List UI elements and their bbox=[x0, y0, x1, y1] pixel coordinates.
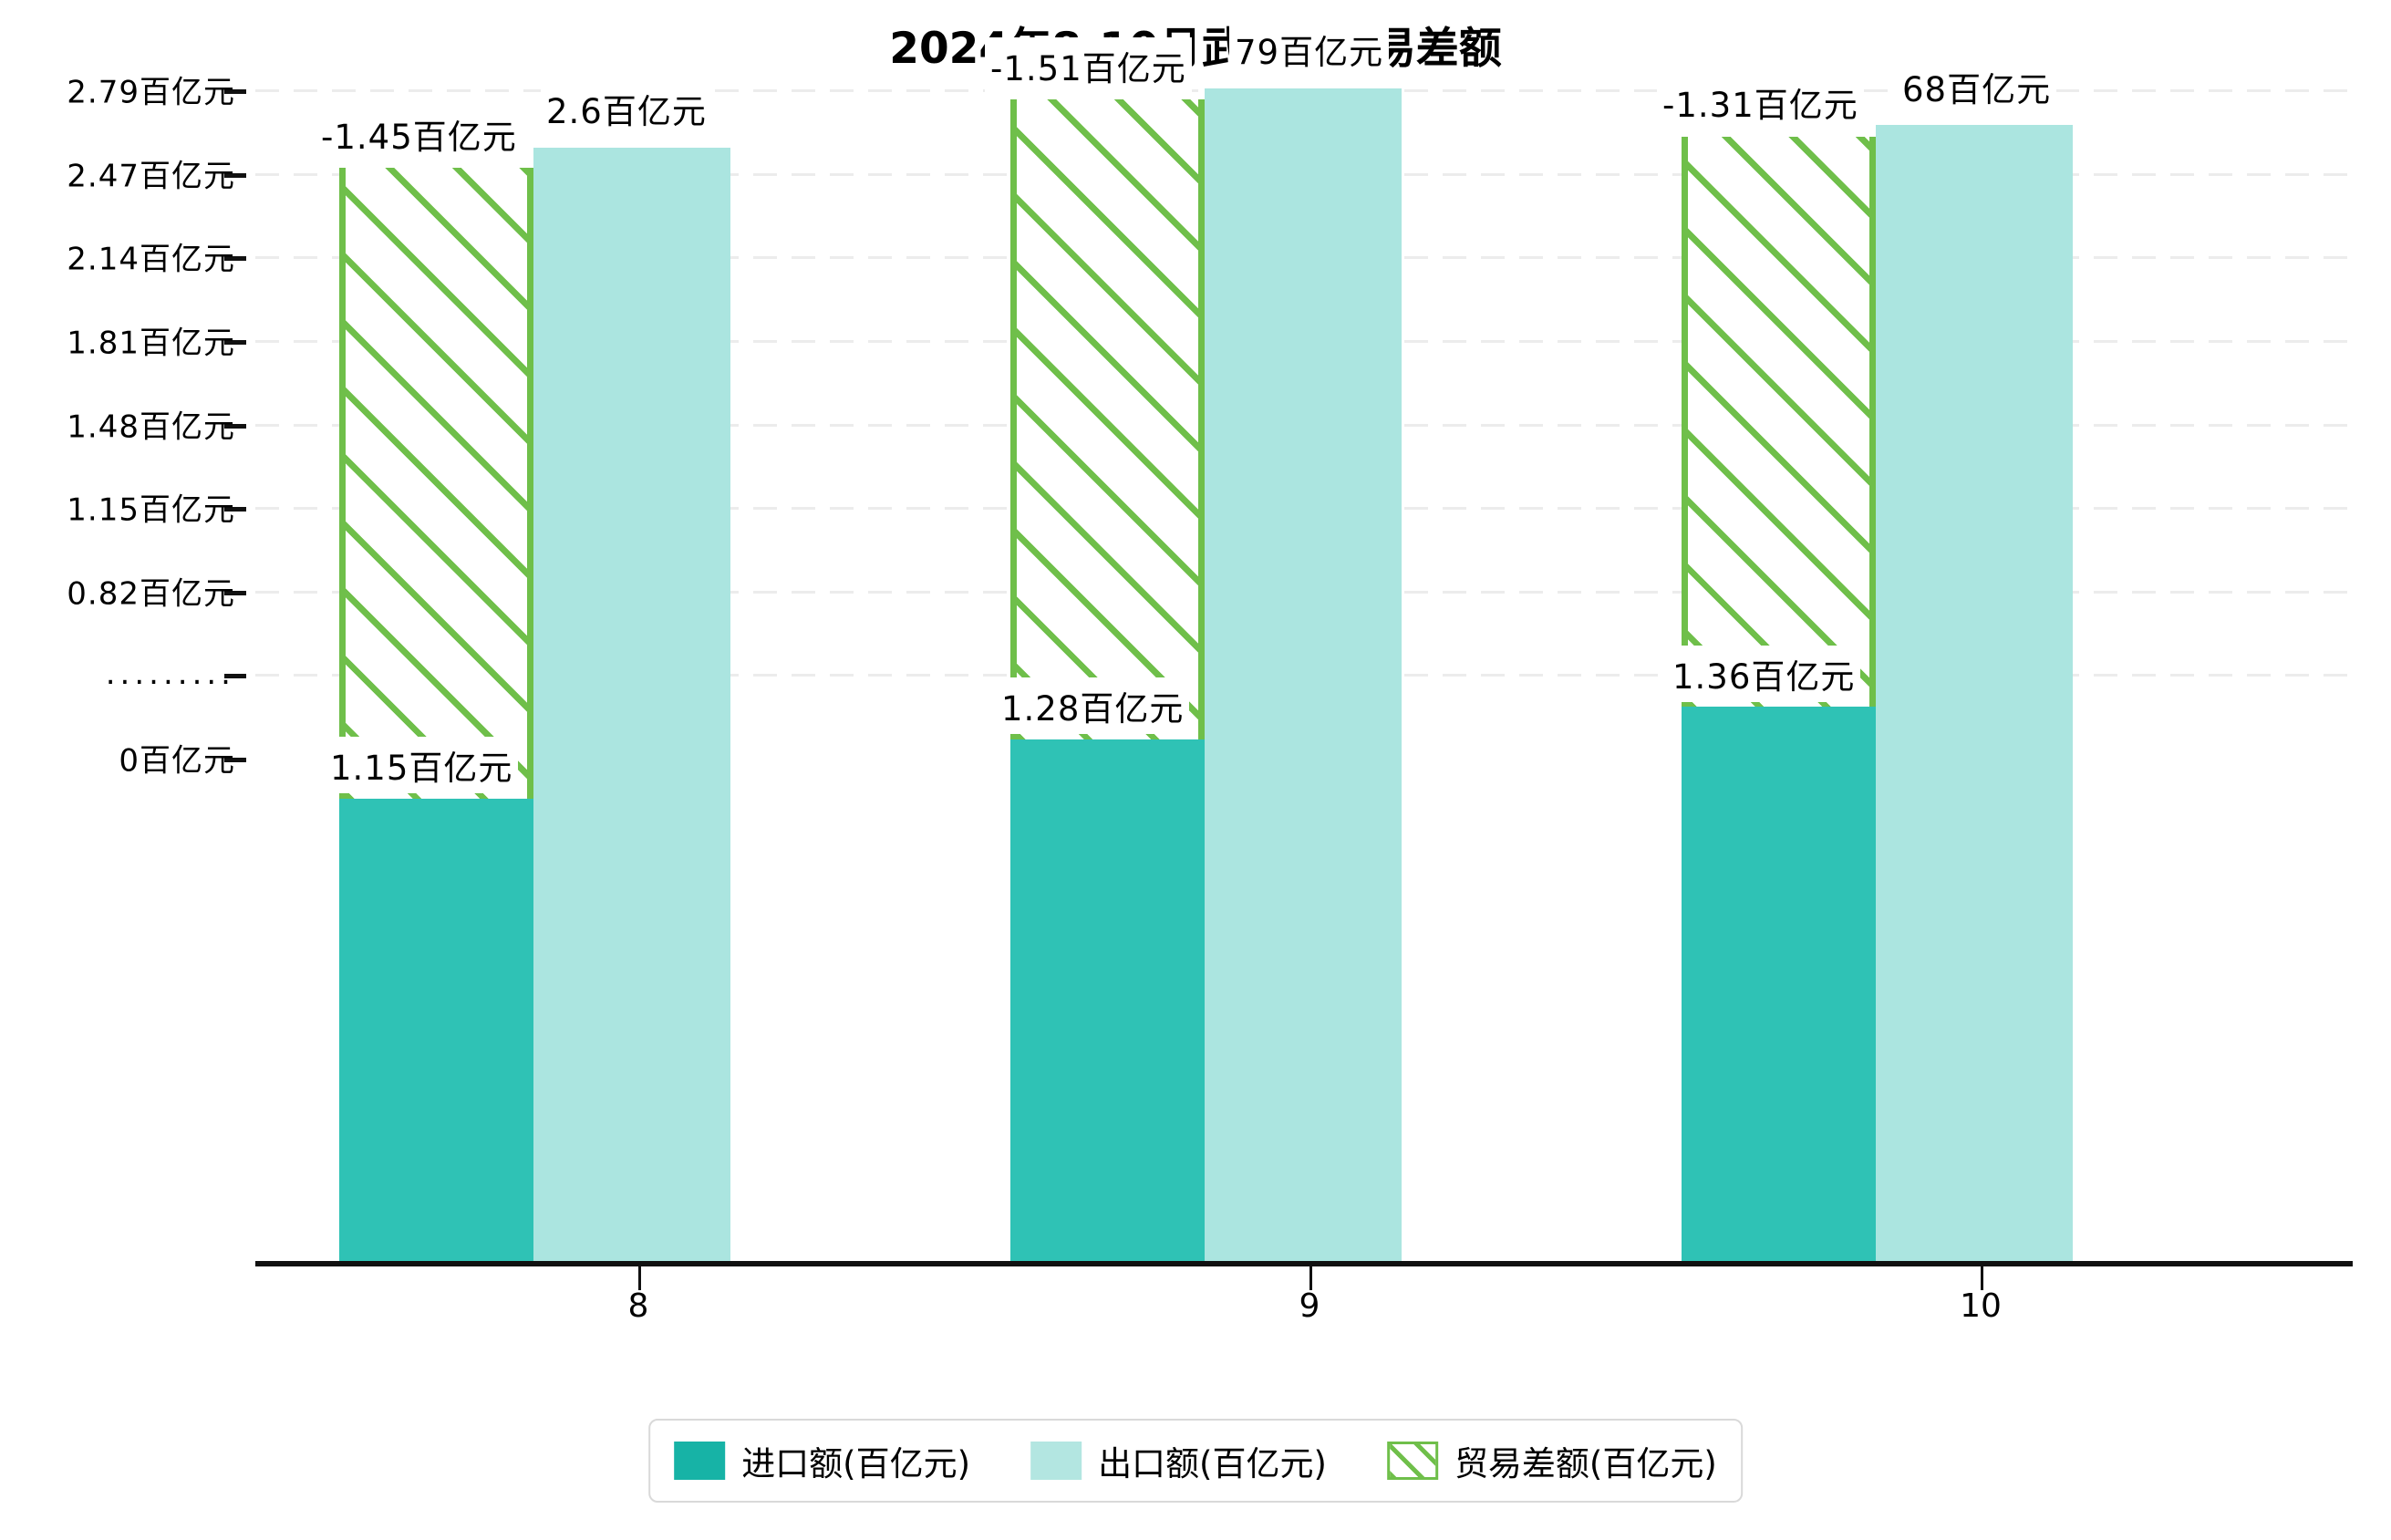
import-value-label-10: 1.36百亿元 bbox=[1667, 646, 1861, 702]
diff-value-label-9: -1.51百亿元 bbox=[985, 37, 1192, 94]
y-tick-label: 1.48百亿元 bbox=[67, 408, 235, 446]
y-tick-mark bbox=[224, 758, 246, 762]
export-swatch-icon bbox=[1030, 1442, 1082, 1480]
diff-bar-10[interactable] bbox=[1682, 137, 1876, 707]
plot-area: -1.45百亿元 2.6百亿元 1.15百亿元 -1.51百亿元 79百亿元 1… bbox=[224, 21, 2353, 1263]
x-tick-mark bbox=[1309, 1266, 1312, 1290]
x-tick-label-9: 9 bbox=[1299, 1287, 1320, 1325]
y-tick-label: 2.79百亿元 bbox=[67, 74, 235, 111]
y-tick-label: 0百亿元 bbox=[119, 742, 235, 780]
x-tick-label-8: 8 bbox=[627, 1287, 649, 1325]
y-axis-break-label: ......... bbox=[105, 656, 235, 692]
export-bar-9[interactable] bbox=[1205, 88, 1402, 1261]
legend-label-import: 进口额(百亿元) bbox=[741, 1444, 971, 1483]
import-bar-10[interactable] bbox=[1682, 707, 1876, 1261]
diff-value-label-8: -1.45百亿元 bbox=[316, 106, 523, 162]
y-tick-label: 0.82百亿元 bbox=[67, 575, 235, 613]
import-value-label-9: 1.28百亿元 bbox=[996, 677, 1190, 734]
y-tick-mark bbox=[224, 424, 246, 429]
legend-label-diff: 贸易差额(百亿元) bbox=[1454, 1444, 1717, 1483]
export-value-label-9: 79百亿元 bbox=[1229, 21, 1390, 78]
y-tick-label: 2.14百亿元 bbox=[67, 241, 235, 278]
import-value-label-8: 1.15百亿元 bbox=[325, 737, 519, 793]
y-tick-label: 1.15百亿元 bbox=[67, 491, 235, 529]
diff-bar-8[interactable] bbox=[339, 168, 533, 799]
y-tick-label: 1.81百亿元 bbox=[67, 325, 235, 362]
chart-legend: 进口额(百亿元) 出口额(百亿元) 贸易差额(百亿元) bbox=[648, 1419, 1743, 1503]
import-swatch-icon bbox=[674, 1442, 726, 1480]
diff-value-label-10: -1.31百亿元 bbox=[1657, 74, 1864, 130]
import-bar-8[interactable] bbox=[339, 799, 533, 1261]
legend-item-export[interactable]: 出口额(百亿元) bbox=[1030, 1436, 1327, 1485]
y-tick-mark bbox=[224, 674, 246, 678]
y-tick-label: 2.47百亿元 bbox=[67, 158, 235, 195]
y-tick-mark bbox=[224, 507, 246, 512]
y-tick-mark bbox=[224, 256, 246, 261]
diff-bar-9[interactable] bbox=[1010, 99, 1205, 739]
x-axis-line bbox=[255, 1261, 2353, 1266]
legend-item-import[interactable]: 进口额(百亿元) bbox=[674, 1436, 970, 1485]
y-tick-mark bbox=[224, 173, 246, 178]
legend-item-diff[interactable]: 贸易差额(百亿元) bbox=[1386, 1436, 1717, 1485]
import-bar-9[interactable] bbox=[1010, 739, 1205, 1261]
export-bar-8[interactable] bbox=[533, 148, 730, 1261]
export-value-label-8: 2.6百亿元 bbox=[541, 80, 712, 137]
x-tick-label-10: 10 bbox=[1960, 1287, 2002, 1325]
x-tick-mark bbox=[1981, 1266, 1983, 1290]
diff-swatch-icon bbox=[1386, 1442, 1438, 1480]
y-tick-mark bbox=[224, 340, 246, 345]
legend-label-export: 出口额(百亿元) bbox=[1098, 1444, 1327, 1483]
y-tick-mark bbox=[224, 591, 246, 595]
y-tick-mark bbox=[224, 89, 246, 94]
export-bar-10[interactable] bbox=[1876, 125, 2073, 1261]
x-tick-mark bbox=[638, 1266, 641, 1290]
export-value-label-10: 68百亿元 bbox=[1897, 58, 2057, 115]
